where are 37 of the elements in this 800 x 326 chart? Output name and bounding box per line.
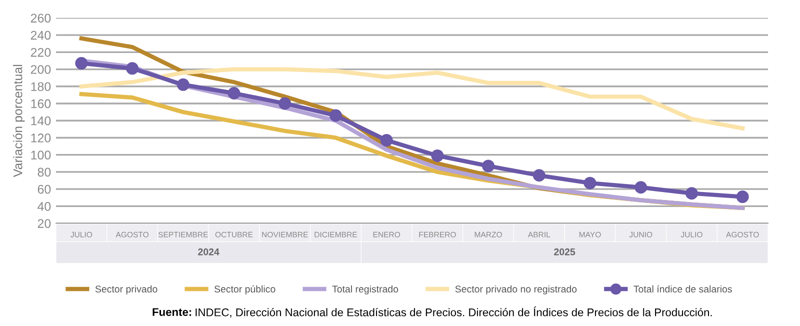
legend-label: Sector privado no registrado xyxy=(455,285,577,294)
point xyxy=(584,176,596,190)
point xyxy=(736,190,749,204)
point xyxy=(532,169,546,182)
point xyxy=(278,97,292,110)
y-tick-label: 180 xyxy=(31,82,51,92)
y-tick-label: 240 xyxy=(30,30,51,40)
y-axis-title: Variación porcentual xyxy=(12,64,25,178)
y-tick-label: 260 xyxy=(30,14,51,23)
y-tick-label: 20 xyxy=(38,219,51,228)
y-tick-label: 140 xyxy=(31,116,51,126)
y-tick-label: 60 xyxy=(38,184,51,194)
point xyxy=(126,62,139,75)
text: 2024 xyxy=(198,248,220,256)
line-series xyxy=(79,67,745,130)
y-tick-label: 220 xyxy=(30,48,51,57)
point xyxy=(482,160,495,172)
y-tick-label: 160 xyxy=(31,99,51,108)
point xyxy=(685,187,698,200)
text: 2025 xyxy=(554,248,576,256)
legend-label: Total registrado xyxy=(332,285,398,294)
point xyxy=(329,109,342,122)
y-tick-label: 80 xyxy=(38,168,51,177)
point xyxy=(634,181,648,194)
point xyxy=(75,57,88,70)
y-tick-label: 200 xyxy=(30,65,51,74)
point xyxy=(431,149,444,162)
point xyxy=(176,78,190,91)
y-tick-label: 40 xyxy=(38,202,51,211)
y-tick-label: 100 xyxy=(31,150,51,160)
point xyxy=(228,86,240,100)
legend-label: Sector público xyxy=(214,285,276,294)
source-note: Fuente: INDEC, Dirección Nacional de Estadísticas de Precios. Dirección de Índices de Precios de la Producción. xyxy=(152,306,712,318)
point xyxy=(380,134,393,147)
y-tick-label: 120 xyxy=(31,134,51,142)
legend-label: Total índice de salarios xyxy=(634,285,732,293)
legend-label: Sector privado xyxy=(95,285,158,294)
